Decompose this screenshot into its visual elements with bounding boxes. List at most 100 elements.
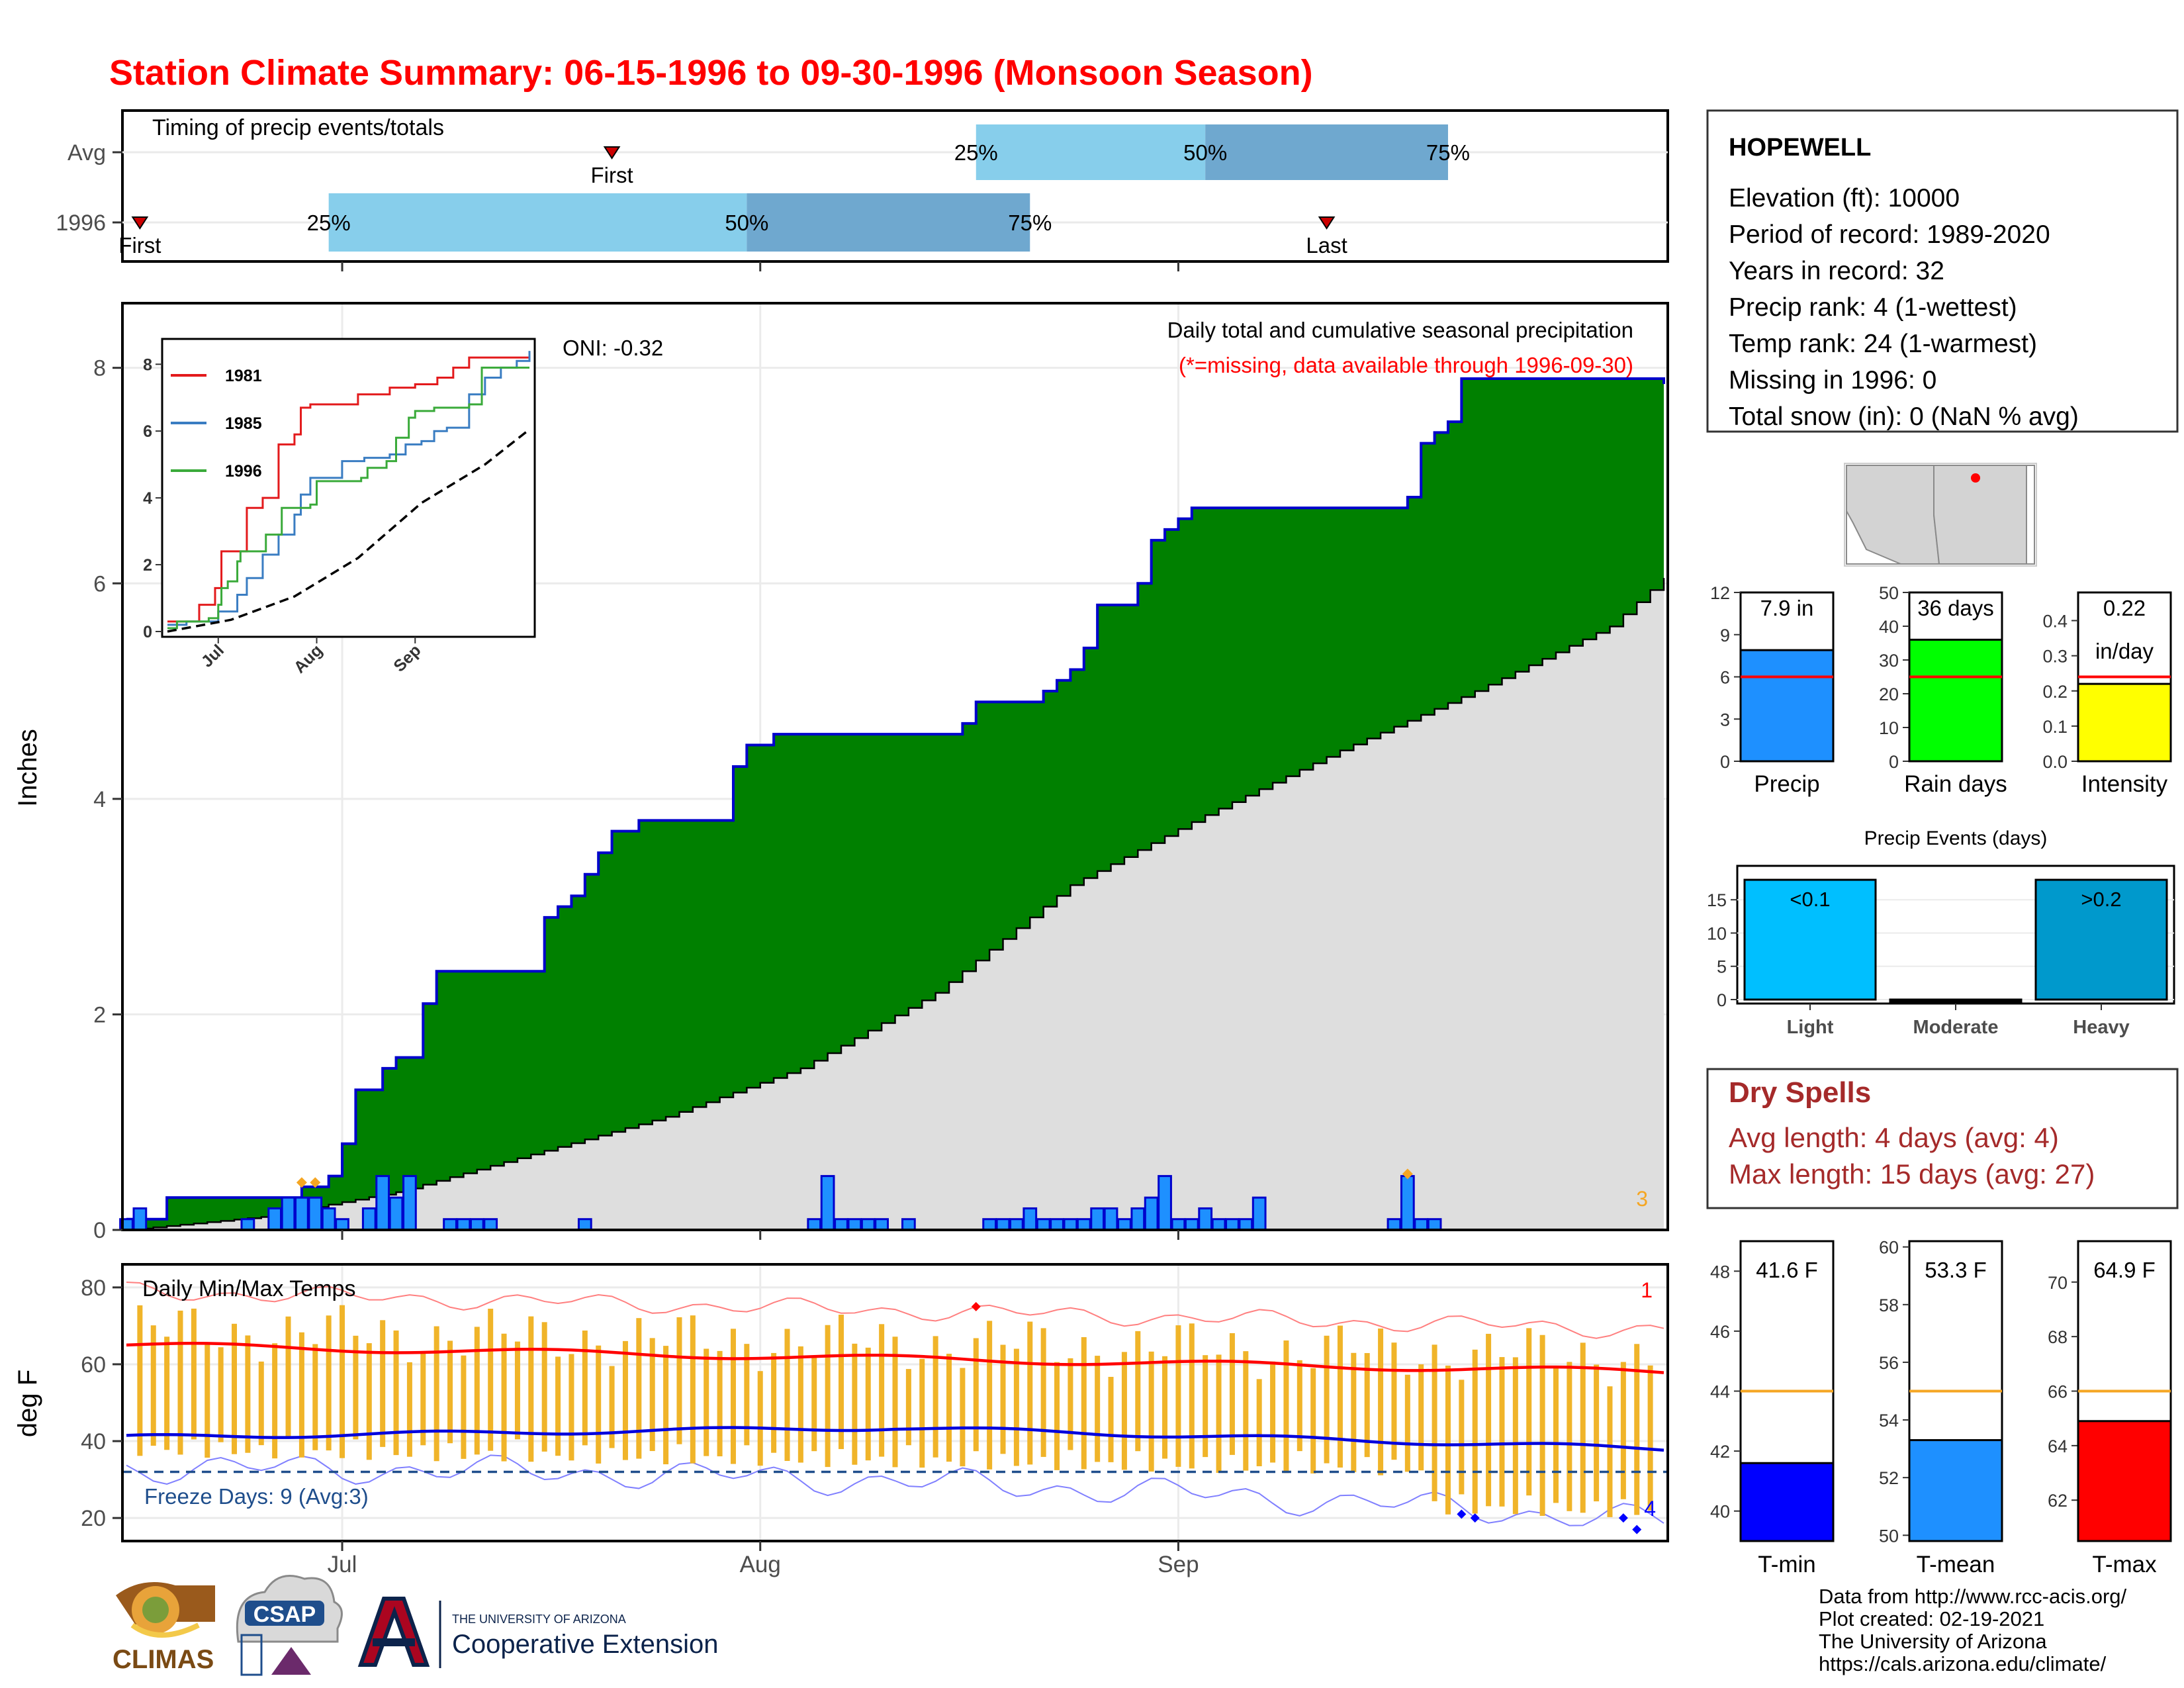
daily-temp-bar [366, 1343, 372, 1460]
events-ytick-label-3: 15 [1707, 890, 1727, 910]
precip-panel: 0 2 4 6 8 Inches ONI: -0.32 Daily total and … [13, 302, 1669, 1243]
dry-spells-avg: Avg length: 4 days (avg: 4) [1729, 1122, 2059, 1153]
temp-corner-bottom: 4 [1644, 1497, 1656, 1521]
daily-temp-bar [1499, 1357, 1505, 1507]
daily-temp-bar [757, 1371, 763, 1466]
daily-temp-bar [1310, 1368, 1316, 1474]
daily-temp-bar [1472, 1349, 1478, 1514]
daily-temp-bar [137, 1305, 143, 1456]
daily-temp-bar [501, 1333, 507, 1462]
seasonal-rain-days-ytick-label-1: 10 [1879, 718, 1899, 738]
daily-temp-bar [232, 1323, 238, 1454]
record-low-marker-1 [1470, 1513, 1480, 1523]
seasonal-rain-days-ytick-label-3: 30 [1879, 651, 1899, 671]
station-line-snow: Total snow (in): 0 (NaN % avg) [1729, 402, 2079, 431]
daily-temp-bar [1337, 1325, 1343, 1468]
daily-precip-bar [1427, 1218, 1442, 1231]
daily-temp-bar [218, 1347, 224, 1442]
daily-precip-bar [1023, 1207, 1038, 1231]
precip-note-missing: (*=missing, data available through 1996-… [1179, 353, 1633, 377]
events-bar-light [1743, 878, 1877, 1001]
daily-temp-bar [582, 1331, 588, 1446]
seasonal-t-max-ytick-label-2: 66 [2048, 1382, 2068, 1402]
precip-events-chart: Precip Events (days) 0 5 10 15 Light <0.1 Mode… [1707, 827, 2175, 1038]
timing-bar-q2-0 [976, 124, 1206, 180]
seasonal-precip-ytick-label-1: 3 [1720, 710, 1730, 729]
temp-value-label-1: 53.3 F [1925, 1258, 1987, 1282]
seasonal-t-min-ytick-label-2: 44 [1710, 1382, 1730, 1402]
events-value-label-2: >0.2 [2081, 888, 2121, 911]
daily-temp-bar [1013, 1348, 1019, 1466]
daily-temp-bar [406, 1362, 412, 1457]
inset-line-1996 [167, 366, 529, 630]
daily-precip-bar [335, 1218, 349, 1231]
timing-heading: Timing of precip events/totals [152, 115, 444, 140]
daily-temp-bar [960, 1368, 966, 1467]
timing-first-marker-0 [603, 146, 621, 160]
timing-bar-q2-1 [328, 193, 747, 252]
footer-line-univ: The University of Arizona [1819, 1630, 2047, 1653]
daily-temp-bar [1351, 1352, 1357, 1472]
daily-temp-bar [353, 1335, 359, 1440]
daily-temp-bar [622, 1340, 628, 1460]
record-low-marker-0 [1457, 1509, 1467, 1519]
daily-precip-bar [132, 1207, 148, 1231]
seasonal-t-min-value-bar [1739, 1462, 1835, 1542]
record-high-marker [971, 1301, 981, 1311]
daily-temp-bar [1364, 1353, 1370, 1458]
daily-precip-bar [443, 1218, 457, 1231]
daily-precip-bar [295, 1196, 309, 1231]
seasonal-t-min-ytick-label-0: 40 [1710, 1502, 1730, 1522]
daily-temp-bar [663, 1346, 669, 1465]
temp-ylabel: deg F [13, 1370, 42, 1437]
temp-ytick-label-3: 80 [81, 1276, 106, 1301]
daily-precip-bar [834, 1218, 848, 1231]
daily-temp-bar [797, 1346, 803, 1463]
daily-temp-bar [1121, 1352, 1127, 1470]
daily-temp-bar [1620, 1362, 1626, 1499]
ua-logo: THE UNIVERSITY OF ARIZONA Cooperative Ex… [357, 1597, 718, 1668]
precip-events-title: Precip Events (days) [1864, 827, 2048, 849]
temp-ytick-label-2: 60 [81, 1352, 106, 1378]
daily-temp-bar [340, 1305, 345, 1458]
daily-temp-bar [973, 1338, 979, 1452]
daily-precip-bar [308, 1196, 323, 1231]
daily-precip-bar [1130, 1207, 1146, 1231]
daily-precip-bar [982, 1218, 997, 1231]
ua-logo-small: THE UNIVERSITY OF ARIZONA [452, 1613, 626, 1626]
daily-temp-bar [1270, 1361, 1276, 1463]
events-ytick-label-1: 5 [1717, 957, 1727, 977]
daily-temp-bar [191, 1308, 197, 1440]
daily-precip-bar [361, 1207, 377, 1231]
seasonal-t-mean-value-bar [1908, 1439, 2003, 1542]
timing-last-label-1: Last [1306, 233, 1347, 258]
seasonal-value-label-2: 0.22 [2103, 596, 2146, 620]
station-line-elevation: Elevation (ft): 10000 [1729, 184, 1960, 212]
daily-precip-bar [860, 1218, 876, 1231]
daily-temp-bar [825, 1325, 831, 1468]
daily-temp-bar [1040, 1328, 1046, 1457]
daily-precip-bar [240, 1218, 255, 1231]
daily-precip-bar [456, 1218, 471, 1231]
daily-temp-bar [285, 1316, 291, 1438]
inset-legend-label-1981: 1981 [225, 367, 262, 385]
daily-precip-bar [1414, 1218, 1429, 1231]
daily-temp-bar [636, 1318, 642, 1459]
seasonal-t-mean-ytick-label-0: 50 [1879, 1526, 1899, 1546]
timing-row-label-year: 1996 [56, 211, 106, 236]
daily-precip-bar [1238, 1218, 1253, 1231]
daily-temp-bar [879, 1324, 885, 1457]
seasonal-t-max-ytick-label-3: 68 [2048, 1327, 2068, 1347]
seasonal-precip-ytick-label-3: 9 [1720, 626, 1730, 645]
temps-panel: 20 40 60 80 deg F Daily Min/Max Temps Freez… [13, 1263, 1669, 1542]
heavy-event-marker-0 [296, 1177, 307, 1188]
daily-temp-bar [205, 1342, 210, 1458]
events-bar-heavy [2034, 878, 2168, 1001]
daily-temp-bar [555, 1356, 561, 1456]
inset-ytick-label-0: 0 [143, 623, 152, 641]
timing-first-label-1: First [118, 233, 161, 258]
daily-precip-bar [469, 1218, 484, 1231]
seasonal-rain-days-value-bar [1908, 638, 2003, 763]
seasonal-intensity-ytick-label-1: 0.1 [2042, 717, 2068, 737]
daily-temp-bar [164, 1336, 170, 1450]
